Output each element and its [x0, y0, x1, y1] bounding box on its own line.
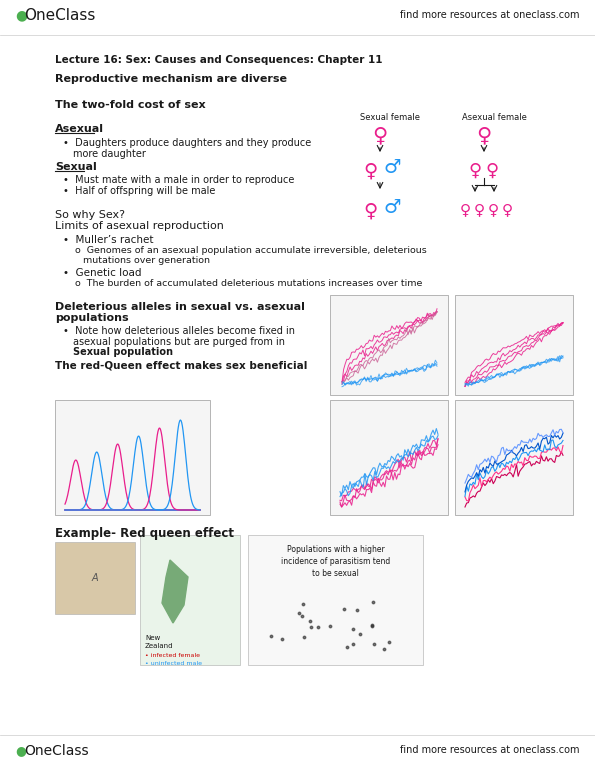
Text: ♀: ♀: [474, 202, 484, 217]
FancyBboxPatch shape: [330, 295, 448, 395]
Text: asexual populations but are purged from in: asexual populations but are purged from …: [73, 337, 285, 347]
Text: o  Genomes of an asexual population accumulate irreversible, deleterious: o Genomes of an asexual population accum…: [75, 246, 427, 255]
Text: Sexual: Sexual: [55, 162, 97, 172]
FancyBboxPatch shape: [248, 535, 423, 665]
Text: Asexual: Asexual: [55, 124, 104, 134]
Text: The two-fold cost of sex: The two-fold cost of sex: [55, 100, 206, 110]
Text: ♀: ♀: [459, 202, 471, 217]
Text: •  Daughters produce daughters and they produce: • Daughters produce daughters and they p…: [63, 138, 311, 148]
Text: •  Note how deleterious alleles become fixed in: • Note how deleterious alleles become fi…: [63, 326, 295, 336]
FancyBboxPatch shape: [55, 400, 210, 515]
FancyBboxPatch shape: [140, 535, 240, 665]
Text: ♀: ♀: [363, 202, 377, 221]
Text: ♀: ♀: [372, 125, 387, 145]
FancyBboxPatch shape: [455, 400, 573, 515]
Text: New: New: [145, 635, 160, 641]
Text: Sexual population: Sexual population: [73, 347, 173, 357]
Text: •  Half of offspring will be male: • Half of offspring will be male: [63, 186, 215, 196]
Text: ♂: ♂: [383, 158, 401, 177]
Polygon shape: [162, 560, 188, 623]
Text: A: A: [92, 573, 98, 583]
Text: Reproductive mechanism are diverse: Reproductive mechanism are diverse: [55, 74, 287, 84]
Text: find more resources at oneclass.com: find more resources at oneclass.com: [400, 745, 580, 755]
Text: OneClass: OneClass: [24, 8, 95, 23]
Text: ●: ●: [15, 744, 26, 757]
Text: • infected female: • infected female: [145, 653, 200, 658]
Text: The red-Queen effect makes sex beneficial: The red-Queen effect makes sex beneficia…: [55, 360, 308, 370]
Text: Zealand: Zealand: [145, 643, 174, 649]
Text: ♀: ♀: [468, 162, 481, 180]
Text: Limits of asexual reproduction: Limits of asexual reproduction: [55, 221, 224, 231]
Text: o  The burden of accumulated deleterious mutations increases over time: o The burden of accumulated deleterious …: [75, 279, 422, 288]
Text: So why Sex?: So why Sex?: [55, 210, 125, 220]
Text: ♂: ♂: [383, 198, 401, 217]
FancyBboxPatch shape: [55, 542, 135, 614]
Text: Sexual female: Sexual female: [360, 113, 420, 122]
Text: Lecture 16: Sex: Causes and Consequences: Chapter 11: Lecture 16: Sex: Causes and Consequences…: [55, 55, 383, 65]
Text: • uninfected male: • uninfected male: [145, 661, 202, 666]
Text: •  Must mate with a male in order to reproduce: • Must mate with a male in order to repr…: [63, 175, 295, 185]
Text: Asexual female: Asexual female: [462, 113, 527, 122]
Text: populations: populations: [55, 313, 129, 323]
Text: ♀: ♀: [487, 202, 499, 217]
Text: ♀: ♀: [486, 162, 499, 180]
FancyBboxPatch shape: [455, 295, 573, 395]
Text: •  Muller’s rachet: • Muller’s rachet: [63, 235, 154, 245]
Text: Deleterious alleles in sexual vs. asexual: Deleterious alleles in sexual vs. asexua…: [55, 302, 305, 312]
Text: Example- Red queen effect: Example- Red queen effect: [55, 527, 234, 540]
Text: more daughter: more daughter: [73, 149, 146, 159]
Text: mutations over generation: mutations over generation: [83, 256, 210, 265]
FancyBboxPatch shape: [330, 400, 448, 515]
Text: ●: ●: [15, 8, 27, 22]
Text: ♀: ♀: [363, 162, 377, 181]
Text: find more resources at oneclass.com: find more resources at oneclass.com: [400, 10, 580, 20]
Text: OneClass: OneClass: [24, 744, 89, 758]
Text: •  Genetic load: • Genetic load: [63, 268, 142, 278]
Text: Populations with a higher
incidence of parasitism tend
to be sexual: Populations with a higher incidence of p…: [281, 545, 390, 578]
Text: ♀: ♀: [502, 202, 512, 217]
Text: ♀: ♀: [477, 125, 491, 145]
